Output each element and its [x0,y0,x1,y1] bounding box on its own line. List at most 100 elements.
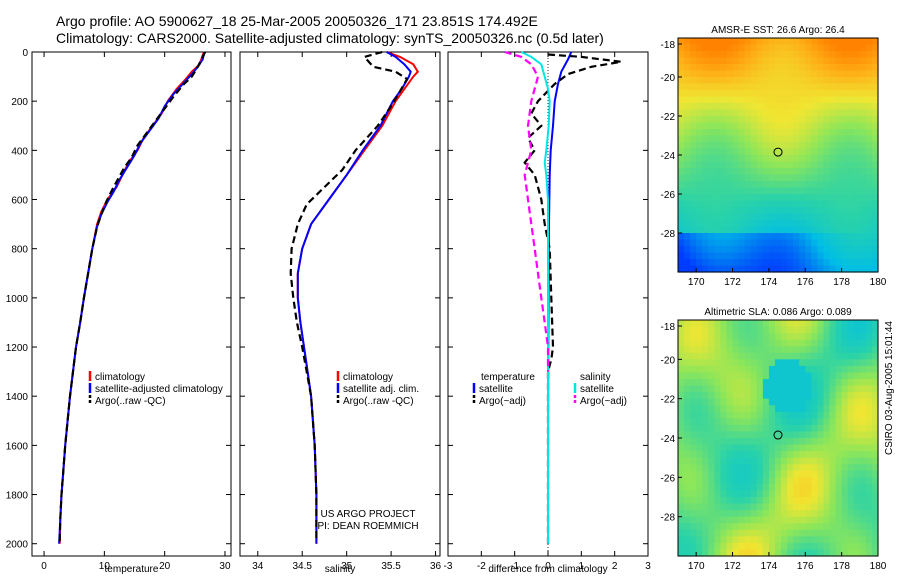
map-cell [708,155,715,163]
map-cell [720,83,728,91]
map-cell [805,490,812,498]
map-cell [853,122,861,130]
map-cell [726,213,734,221]
map-cell [726,333,734,341]
map-cell [774,181,782,189]
map-cell [829,200,837,208]
map-cell [787,233,794,241]
map-cell [823,96,831,104]
map-cell [823,194,831,202]
map-cell [811,542,818,551]
map-cell [756,96,764,104]
map-cell [690,523,697,531]
map-cell [799,523,806,531]
map-cell [787,529,794,537]
map-cell [738,252,746,260]
map-cell [750,129,758,137]
map-cell [805,38,812,46]
map-cell [799,483,806,492]
map-cell [793,57,800,65]
map-cell [732,529,740,537]
map-cell [865,135,873,143]
map-cell [678,246,685,254]
map-cell [750,38,758,46]
map-cell [750,372,758,380]
map-cell [768,372,776,380]
map-cell [696,339,703,347]
map-cell [853,77,861,85]
map-cell [732,70,740,78]
map-cell [684,109,691,117]
map-cell [732,405,740,413]
map-cell [762,431,770,439]
map-cell [805,148,812,156]
map-cell [768,529,776,537]
map-cell [732,346,740,354]
map-cell [708,70,715,78]
map-cell [847,57,855,65]
map-cell [714,320,722,328]
map-cell [805,483,812,492]
map-cell [774,405,782,413]
map-cell [684,226,691,234]
map-cell [744,536,752,544]
panel-frame [239,51,441,557]
map-cell [762,246,770,254]
map-cell [678,57,685,65]
map-cell [702,529,709,537]
map-cell [871,385,879,393]
map-cell [793,83,800,91]
map-cell [847,346,855,354]
map-cell [847,549,855,557]
map-cell [696,226,703,234]
map-cell [805,536,812,544]
map-cell [799,174,806,182]
map-cell [774,44,782,52]
map-cell [853,129,861,137]
map-cell [859,265,867,273]
map-y-tick-label: -18 [661,40,676,51]
map-cell [684,320,691,328]
map-cell [829,405,837,413]
map-cell [708,122,715,130]
map-cell [823,90,831,98]
map-cell [690,116,697,124]
map-cell [720,122,728,130]
map-cell [841,451,849,459]
map-cell [859,194,867,202]
map-cell [708,438,715,446]
map-cell [781,490,788,498]
map-cell [726,385,734,393]
map-cell [811,451,818,459]
map-cell [865,411,873,419]
map-cell [793,135,800,143]
map-cell [714,109,722,117]
map-cell [793,207,800,215]
map-cell [738,181,746,189]
map-cell [768,444,776,452]
map-y-tick-label: -26 [661,473,676,484]
map-cell [823,200,831,208]
map-cell [817,44,825,52]
map-cell [714,379,722,387]
map-cell [823,57,831,65]
map-cell [678,200,685,208]
map-cell [702,385,709,393]
map-cell [817,226,825,234]
map-cell [829,57,837,65]
map-cell [781,96,788,104]
map-cell [774,252,782,260]
map-cell [811,365,818,374]
map-cell [787,57,794,65]
map-cell [738,135,746,143]
map-cell [847,96,855,104]
map-cell [762,90,770,98]
map-cell [865,109,873,117]
map-cell [799,181,806,189]
map-cell [847,339,855,347]
map-cell [678,122,685,130]
map-cell [768,90,776,98]
map-cell [768,451,776,459]
map-cell [817,38,825,46]
map-y-tick-label: -28 [661,513,676,524]
